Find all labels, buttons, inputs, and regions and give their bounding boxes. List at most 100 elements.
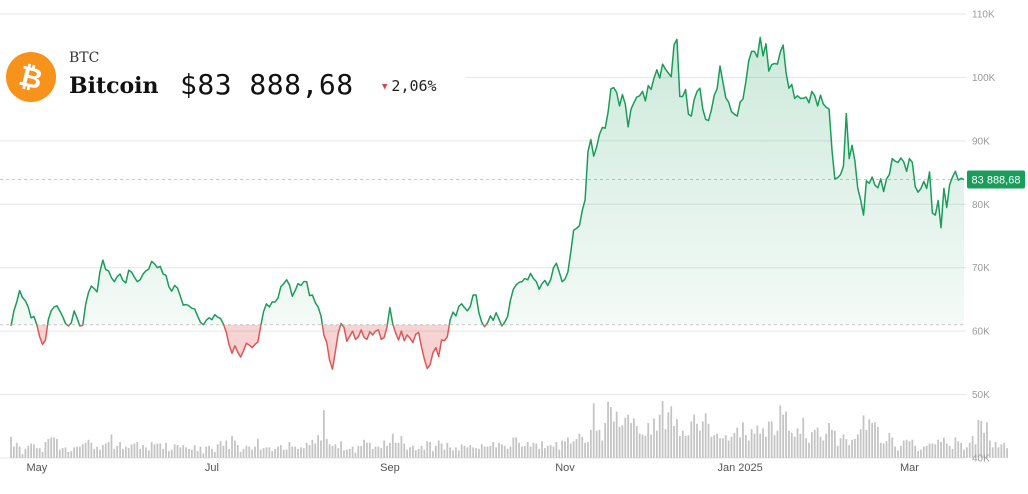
volume-bar — [308, 445, 311, 458]
volume-bar — [208, 445, 210, 458]
volume-bar — [690, 421, 693, 458]
x-tick-label: Jan 2025 — [717, 462, 762, 474]
volume-bar — [248, 446, 251, 458]
volume-bar — [991, 447, 994, 458]
volume-bar — [825, 433, 828, 458]
volume-bar — [965, 447, 968, 458]
volume-bar — [472, 447, 475, 458]
volume-bar — [489, 445, 492, 458]
volume-bar — [630, 423, 632, 458]
volume-bar — [564, 441, 566, 458]
volume-bar — [828, 423, 830, 458]
volume-bar — [340, 441, 342, 458]
volume-bar — [541, 441, 543, 458]
volume-bar — [948, 445, 951, 458]
volume-bar — [765, 436, 767, 458]
volume-bar — [696, 423, 698, 458]
volume-bar — [744, 435, 747, 458]
volume-bar — [219, 441, 222, 458]
volume-bar — [159, 443, 162, 458]
volume-bar — [139, 448, 142, 458]
bitcoin-icon: ₿ — [6, 52, 56, 102]
volume-bar — [885, 441, 888, 458]
y-axis-labels: 110K 100K 90K 80K 70K 60K 50K 40K — [972, 10, 996, 465]
volume-bar — [693, 414, 696, 458]
volume-bar — [426, 441, 429, 458]
y-tick-label: 40K — [972, 454, 990, 465]
volume-bar — [945, 443, 948, 458]
asset-name: Bitcoin — [69, 73, 159, 99]
y-tick-label: 80K — [972, 200, 990, 211]
volume-bar — [920, 449, 922, 458]
volume-bar — [67, 451, 70, 458]
x-tick-label: Jul — [205, 462, 219, 474]
volume-bar — [173, 444, 176, 458]
volume-bar — [50, 437, 53, 458]
volume-bar — [581, 436, 584, 458]
volume-bar — [317, 435, 320, 458]
volume-bar — [595, 430, 598, 458]
volume-bar — [762, 428, 764, 458]
volume-bar — [35, 448, 38, 458]
volume-bar — [670, 406, 673, 458]
volume-bar — [980, 420, 983, 458]
volume-bar — [480, 444, 483, 458]
volume-bar — [79, 446, 81, 458]
volume-bar — [423, 449, 426, 458]
volume-bar — [971, 435, 974, 458]
volume-bar — [205, 446, 208, 458]
volume-bar — [18, 446, 21, 458]
volume-bar — [216, 444, 219, 458]
volume-bar — [325, 439, 328, 458]
volume-bar — [44, 442, 47, 458]
volume-bar — [917, 451, 919, 458]
volume-bar — [234, 440, 236, 458]
volume-bar — [432, 451, 434, 458]
volume-bar — [793, 436, 796, 458]
down-arrow-icon: ▼ — [382, 82, 388, 92]
volume-bar — [943, 437, 945, 458]
volume-bar — [277, 446, 279, 458]
volume-bar — [940, 442, 942, 458]
volume-bar — [618, 426, 621, 458]
volume-bar — [167, 451, 170, 458]
x-tick-label: May — [26, 462, 47, 474]
volume-bar — [411, 445, 414, 458]
volume-bar — [699, 430, 701, 458]
volume-bar — [776, 430, 779, 458]
volume-bar — [750, 429, 753, 458]
volume-bar — [127, 448, 130, 458]
volume-bar — [624, 417, 627, 458]
volume-bar — [188, 448, 190, 458]
volume-bar — [231, 435, 233, 458]
volume-bar — [457, 450, 460, 458]
volume-bar — [1000, 444, 1003, 458]
volume-bar — [420, 445, 423, 458]
volume-bars — [10, 401, 1008, 458]
volume-bar — [687, 435, 690, 458]
volume-bar — [575, 439, 578, 458]
volume-bar — [676, 419, 678, 458]
volume-bar — [503, 445, 506, 458]
volume-bar — [170, 449, 173, 458]
volume-bar — [357, 445, 360, 458]
volume-bar — [254, 446, 256, 458]
volume-bar — [601, 440, 604, 458]
volume-bar — [584, 442, 586, 458]
volume-bar — [538, 448, 541, 458]
volume-bar — [610, 407, 612, 458]
volume-bar — [437, 440, 440, 458]
volume-bar — [638, 433, 641, 458]
volume-bar — [498, 442, 500, 458]
volume-bar — [874, 422, 876, 458]
volume-bar — [322, 410, 325, 458]
volume-bar — [150, 442, 153, 458]
volume-bar — [73, 447, 76, 458]
volume-bar — [667, 412, 670, 458]
volume-bar — [495, 447, 498, 458]
price-area — [11, 37, 964, 370]
volume-bar — [546, 445, 549, 458]
volume-bar — [202, 453, 205, 458]
volume-bar — [627, 414, 630, 458]
volume-bar — [770, 421, 773, 458]
